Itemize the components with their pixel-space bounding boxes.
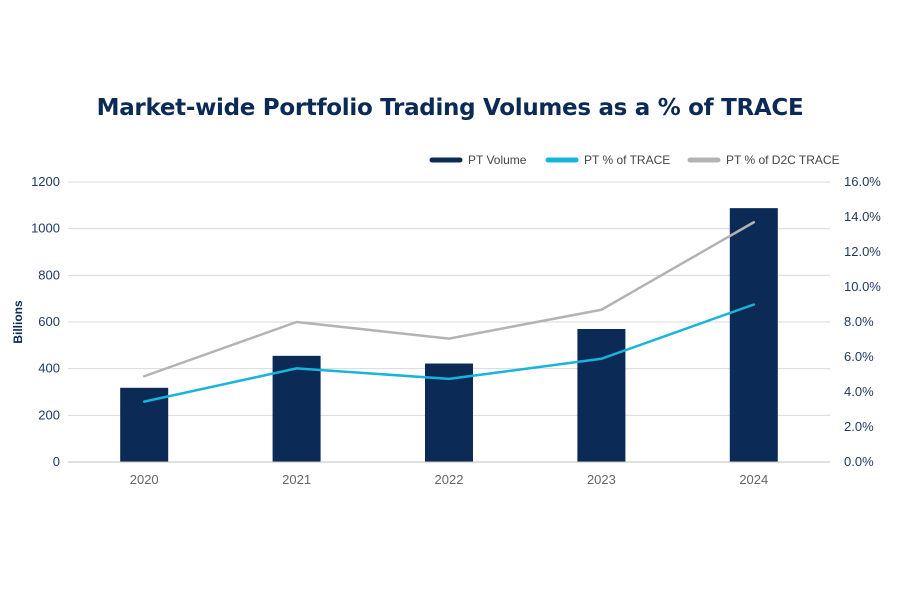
- series-line: [142, 303, 756, 403]
- y2-tick-label: 0.0%: [844, 454, 874, 469]
- y2-tick-label: 14.0%: [844, 209, 881, 224]
- legend-label: PT % of D2C TRACE: [726, 153, 840, 167]
- x-tick-label: 2021: [282, 472, 311, 487]
- chart-title: Market-wide Portfolio Trading Volumes as…: [96, 95, 804, 121]
- bar: [120, 387, 169, 462]
- legend-label: PT Volume: [468, 153, 527, 167]
- y2-tick-label: 12.0%: [844, 244, 881, 259]
- y2-tick-label: 6.0%: [844, 349, 874, 364]
- x-tick-label: 2023: [587, 472, 616, 487]
- y-tick-label: 400: [38, 361, 60, 376]
- y2-tick-label: 4.0%: [844, 384, 874, 399]
- x-tick-label: 2020: [130, 472, 159, 487]
- y2-tick-label: 10.0%: [844, 279, 881, 294]
- bar: [272, 355, 321, 462]
- y-tick-label: 1200: [31, 174, 60, 189]
- y2-tick-label: 16.0%: [844, 174, 881, 189]
- y2-tick-label: 2.0%: [844, 419, 874, 434]
- y-axis-label: Billions: [11, 300, 25, 344]
- bar: [577, 329, 626, 462]
- x-tick-label: 2024: [739, 472, 768, 487]
- series-line: [142, 221, 756, 378]
- bar: [729, 208, 778, 462]
- y-tick-label: 600: [38, 314, 60, 329]
- y-tick-label: 200: [38, 407, 60, 422]
- y-tick-label: 0: [53, 454, 60, 469]
- legend-label: PT % of TRACE: [584, 153, 670, 167]
- x-tick-label: 2022: [435, 472, 464, 487]
- y-tick-label: 800: [38, 267, 60, 282]
- y2-tick-label: 8.0%: [844, 314, 874, 329]
- y-tick-label: 1000: [31, 221, 60, 236]
